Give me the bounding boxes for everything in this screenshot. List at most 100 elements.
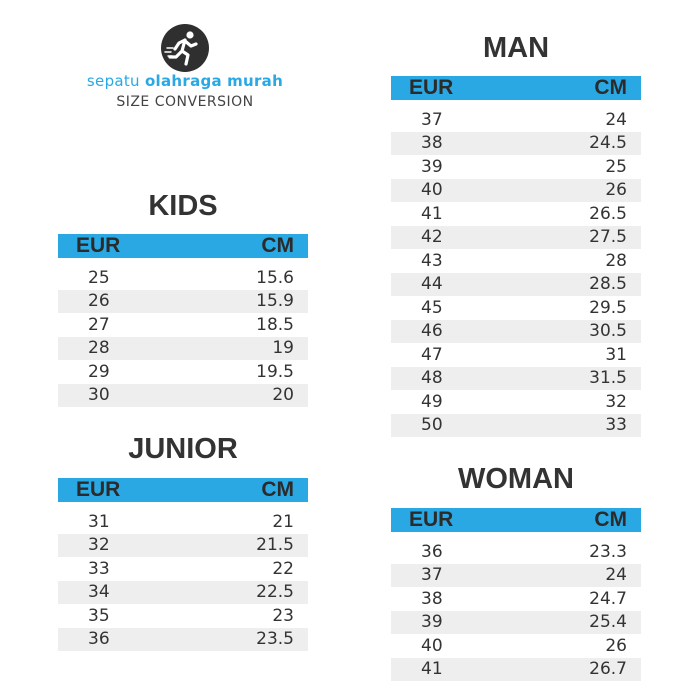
cm-cell: 26.5 [589, 203, 627, 224]
table-row: 34 22.5 [58, 580, 308, 604]
eur-cell: 43 [421, 250, 443, 271]
cm-cell: 20 [272, 385, 294, 406]
table-header: EUR CM [391, 76, 641, 100]
header-eur: EUR [76, 234, 121, 257]
table-row: 40 26 [391, 178, 641, 202]
header-cm: CM [594, 508, 627, 531]
cm-cell: 23.3 [589, 541, 627, 562]
eur-cell: 28 [88, 338, 110, 359]
cm-cell: 33 [605, 415, 627, 436]
table-row: 37 24 [391, 108, 641, 132]
eur-cell: 36 [421, 541, 443, 562]
table-row: 36 23.5 [58, 627, 308, 651]
cm-cell: 27.5 [589, 227, 627, 248]
table-header: EUR CM [58, 478, 308, 502]
cm-cell: 28 [605, 250, 627, 271]
table-row: 38 24.7 [391, 587, 641, 611]
woman-size-table: EUR CM 36 23.3 37 24 38 24.7 39 25.4 40 26 41 26.7 [391, 508, 641, 681]
eur-cell: 41 [421, 659, 443, 680]
eur-cell: 27 [88, 314, 110, 335]
eur-cell: 49 [421, 391, 443, 412]
header-eur: EUR [409, 76, 454, 99]
cm-cell: 31.5 [589, 368, 627, 389]
eur-cell: 41 [421, 203, 443, 224]
cm-cell: 19 [272, 338, 294, 359]
header-eur: EUR [409, 508, 454, 531]
header-cm: CM [594, 76, 627, 99]
table-row: 41 26.5 [391, 202, 641, 226]
table-row: 40 26 [391, 634, 641, 658]
table-row: 26 15.9 [58, 289, 308, 313]
eur-cell: 31 [88, 511, 110, 532]
cm-cell: 24 [605, 109, 627, 130]
table-row: 42 27.5 [391, 225, 641, 249]
cm-cell: 21.5 [256, 535, 294, 556]
eur-cell: 25 [88, 267, 110, 288]
eur-cell: 47 [421, 344, 443, 365]
eur-cell: 26 [88, 291, 110, 312]
cm-cell: 22.5 [256, 582, 294, 603]
cm-cell: 19.5 [256, 361, 294, 382]
eur-cell: 32 [88, 535, 110, 556]
man-title: MAN [482, 32, 550, 64]
eur-cell: 48 [421, 368, 443, 389]
kids-title: KIDS [148, 190, 218, 222]
eur-cell: 46 [421, 321, 443, 342]
cm-cell: 26 [605, 180, 627, 201]
table-row: 39 25 [391, 155, 641, 179]
table-row: 41 26.7 [391, 657, 641, 681]
cm-cell: 24.5 [589, 133, 627, 154]
junior-size-table: EUR CM 31 21 32 21.5 33 22 34 22.5 35 23 36 23.5 [58, 478, 308, 651]
eur-cell: 37 [421, 565, 443, 586]
table-row: 38 24.5 [391, 131, 641, 155]
eur-cell: 38 [421, 588, 443, 609]
brand-name-part1: sepatu [86, 72, 140, 90]
cm-cell: 24.7 [589, 588, 627, 609]
table-row: 50 33 [391, 413, 641, 437]
runner-icon [161, 24, 209, 72]
table-row: 30 20 [58, 383, 308, 407]
brand-name-part2: olahraga [144, 72, 222, 90]
man-size-table: EUR CM 37 24 38 24.5 39 25 40 26 41 26.5 42 27.5 43 28 4… [391, 76, 641, 437]
cm-cell: 21 [272, 511, 294, 532]
cm-cell: 23 [272, 605, 294, 626]
junior-title: JUNIOR [128, 433, 238, 465]
brand-subtitle: SIZE CONVERSION [116, 94, 254, 110]
table-row: 45 29.5 [391, 296, 641, 320]
table-row: 46 30.5 [391, 319, 641, 343]
eur-cell: 38 [421, 133, 443, 154]
cm-cell: 25.4 [589, 612, 627, 633]
eur-cell: 40 [421, 180, 443, 201]
table-row: 43 28 [391, 249, 641, 273]
table-row: 49 32 [391, 390, 641, 414]
cm-cell: 26.7 [589, 659, 627, 680]
eur-cell: 39 [421, 612, 443, 633]
table-row: 28 19 [58, 336, 308, 360]
table-row: 36 23.3 [391, 540, 641, 564]
header-cm: CM [261, 478, 294, 501]
table-row: 32 21.5 [58, 533, 308, 557]
table-row: 37 24 [391, 563, 641, 587]
cm-cell: 23.5 [256, 629, 294, 650]
eur-cell: 36 [88, 629, 110, 650]
cm-cell: 15.6 [256, 267, 294, 288]
table-row: 27 18.5 [58, 313, 308, 337]
eur-cell: 34 [88, 582, 110, 603]
table-row: 44 28.5 [391, 272, 641, 296]
eur-cell: 35 [88, 605, 110, 626]
cm-cell: 32 [605, 391, 627, 412]
cm-cell: 18.5 [256, 314, 294, 335]
cm-cell: 26 [605, 635, 627, 656]
eur-cell: 29 [88, 361, 110, 382]
eur-cell: 37 [421, 109, 443, 130]
table-row: 48 31.5 [391, 366, 641, 390]
cm-cell: 31 [605, 344, 627, 365]
kids-size-table: EUR CM 25 15.6 26 15.9 27 18.5 28 19 29 19.5 30 20 [58, 234, 308, 407]
woman-title: WOMAN [458, 463, 574, 495]
table-row: 31 21 [58, 510, 308, 534]
eur-cell: 40 [421, 635, 443, 656]
table-row: 29 19.5 [58, 360, 308, 384]
eur-cell: 30 [88, 385, 110, 406]
table-row: 25 15.6 [58, 266, 308, 290]
table-header: EUR CM [58, 234, 308, 258]
